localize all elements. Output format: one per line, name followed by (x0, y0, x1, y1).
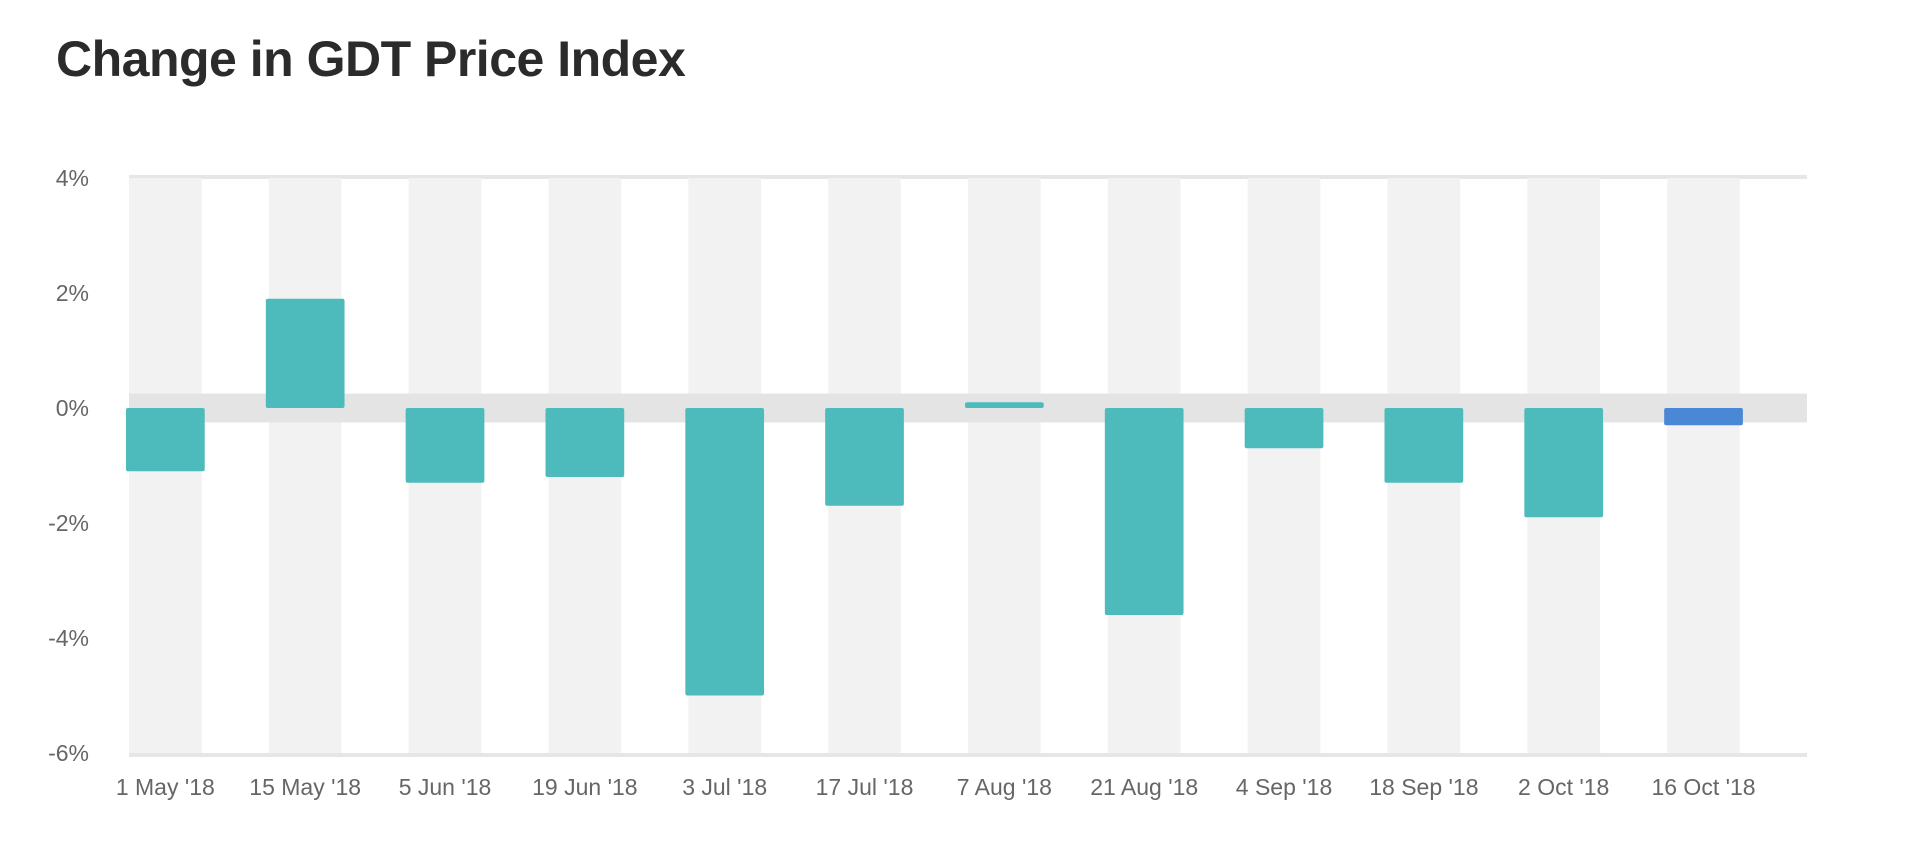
column-band (1667, 178, 1740, 753)
x-tick-label: 5 Jun '18 (399, 774, 492, 800)
x-tick-label: 18 Sep '18 (1369, 774, 1478, 800)
column-band (968, 178, 1041, 753)
x-tick-label: 15 May '18 (249, 774, 361, 800)
x-tick-label: 4 Sep '18 (1236, 774, 1332, 800)
x-tick-label: 16 Oct '18 (1651, 774, 1755, 800)
bar-7 (1104, 408, 1184, 615)
y-tick-label: 4% (56, 165, 89, 191)
x-tick-label: 19 Jun '18 (532, 774, 637, 800)
y-tick-label: 2% (56, 280, 89, 306)
chart-title: Change in GDT Price Index (56, 31, 686, 87)
x-tick-label: 7 Aug '18 (957, 774, 1052, 800)
bar-11 (1664, 408, 1743, 426)
y-tick-label: -4% (48, 625, 89, 651)
bar-6 (965, 402, 1044, 408)
x-tick-label: 17 Jul '18 (816, 774, 914, 800)
bar-3 (545, 408, 625, 477)
bar-5 (825, 408, 904, 506)
column-band (1247, 178, 1321, 753)
y-tick-label: 0% (56, 395, 89, 421)
x-tick-label: 21 Aug '18 (1090, 774, 1198, 800)
plot-bottom-line (129, 753, 1807, 757)
x-tick-label: 3 Jul '18 (682, 774, 767, 800)
column-band (268, 178, 342, 753)
bar-0 (126, 408, 205, 472)
x-tick-label: 2 Oct '18 (1518, 774, 1609, 800)
bar-9 (1384, 408, 1464, 483)
y-tick-label: -2% (48, 510, 89, 536)
y-tick-label: -6% (48, 740, 89, 766)
bar-4 (685, 408, 765, 696)
x-tick-label: 1 May '18 (116, 774, 215, 800)
bar-10 (1524, 408, 1604, 518)
bar-2 (405, 408, 485, 483)
plot-top-line (129, 175, 1807, 179)
bar-8 (1244, 408, 1324, 449)
bar-1 (265, 298, 345, 408)
